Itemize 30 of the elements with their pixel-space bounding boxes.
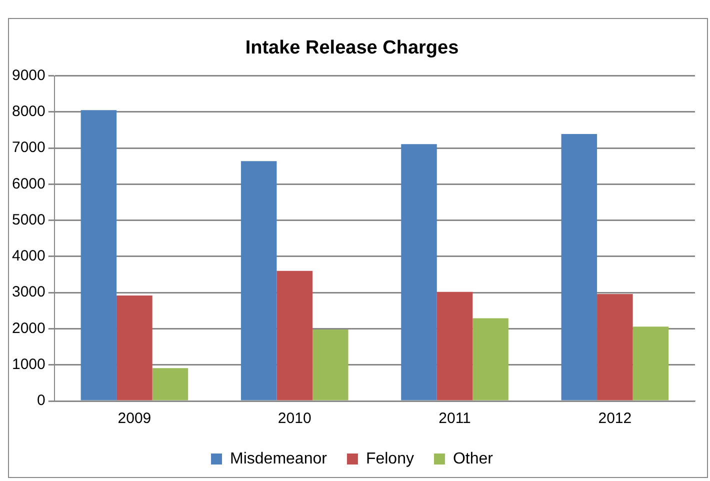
bar (152, 368, 188, 400)
x-tick-label: 2011 (438, 410, 471, 428)
legend-label: Other (452, 450, 494, 468)
bar (240, 161, 277, 400)
legend-label: Misdemeanor (230, 450, 328, 468)
y-tick-label: 8000 (12, 103, 46, 120)
y-tick-label: 7000 (12, 139, 46, 156)
y-tick-label: 0 (37, 392, 46, 410)
x-tick-label: 2010 (278, 410, 312, 428)
legend-label: Felony (366, 450, 414, 468)
bar (472, 318, 508, 400)
y-tick-label: 5000 (12, 211, 46, 228)
bar (312, 329, 348, 400)
y-tick-label: 4000 (12, 248, 46, 265)
bar (80, 110, 117, 400)
bar (597, 294, 633, 400)
bar (401, 144, 437, 400)
y-tick-label: 3000 (12, 284, 46, 301)
y-tick-label: 6000 (12, 175, 46, 192)
x-tick-label: 2009 (118, 410, 152, 428)
bar (436, 292, 473, 400)
bar (116, 295, 152, 400)
bar (561, 134, 598, 400)
y-tick-label: 2000 (12, 320, 46, 337)
bar (632, 326, 669, 400)
chart-title: Intake Release Charges (245, 38, 459, 59)
y-tick-label: 9000 (12, 66, 46, 84)
y-tick-label: 1000 (12, 356, 46, 374)
x-tick-label: 2012 (598, 410, 632, 428)
bar (276, 270, 312, 400)
